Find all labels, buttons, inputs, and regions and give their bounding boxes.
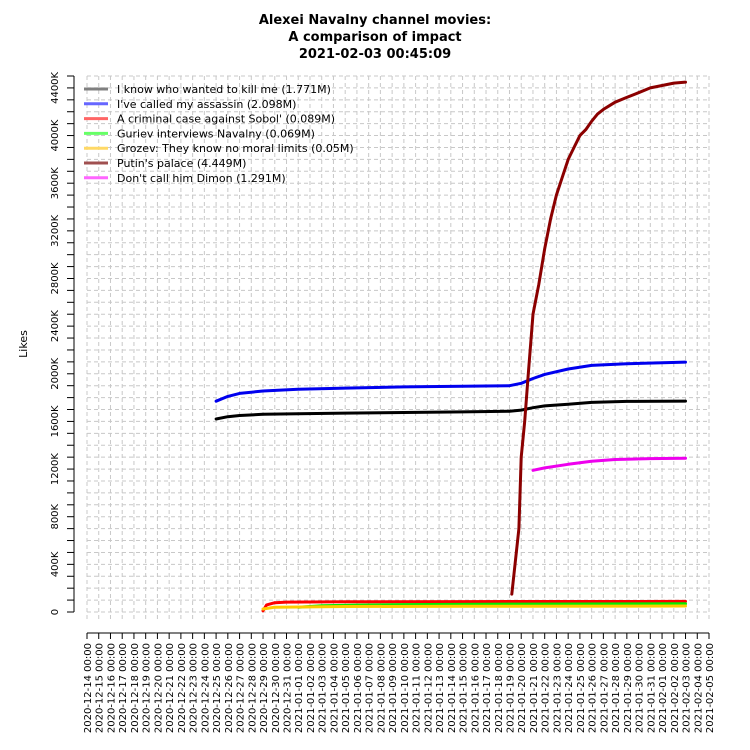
x-tick-label: 2020-12-17 00:00 (118, 643, 129, 733)
x-tick-label: 2021-01-07 00:00 (365, 643, 376, 733)
x-tick-label: 2020-12-28 00:00 (247, 643, 258, 733)
chart-title-line-3: 2021-02-03 00:45:09 (299, 47, 451, 62)
x-tick-label: 2021-01-01 00:00 (294, 643, 305, 733)
legend-entry: Don't call him Dimon (1.291M) (117, 172, 286, 185)
axes: 0 400K 800K 1200K 1600K 2000K 2400K 2800K 3200K 3… (17, 71, 716, 733)
x-tick-label: 2020-12-19 00:00 (142, 643, 153, 733)
legend-entry: Grozev: They know no moral limits (0.05M… (117, 142, 354, 155)
x-tick-label: 2021-01-10 00:00 (400, 643, 411, 733)
x-tick-label: 2020-12-22 00:00 (177, 643, 188, 733)
x-tick-label: 2021-01-28 00:00 (611, 643, 622, 733)
y-axis-label: Likes (17, 330, 30, 358)
legend-entry: I know who wanted to kill me (1.771M) (117, 83, 331, 96)
y-tick-label: 2400K (50, 310, 61, 342)
chart-title-line-2: A comparison of impact (288, 30, 461, 45)
chart-title: Alexei Navalny channel movies: A comparis… (259, 13, 491, 62)
x-tick-label: 2021-01-27 00:00 (599, 643, 610, 733)
x-tick-label: 2021-01-21 00:00 (529, 643, 540, 733)
x-tick-label: 2021-01-12 00:00 (423, 643, 434, 733)
legend-entry: Putin's palace (4.449M) (117, 157, 246, 170)
series-line-1 (214, 399, 687, 421)
x-tick-label: 2021-01-19 00:00 (505, 643, 516, 733)
x-tick-label: 2021-01-03 00:00 (318, 643, 329, 733)
x-tick-label: 2021-01-08 00:00 (376, 643, 387, 733)
series-line-2 (214, 360, 687, 403)
x-tick-label: 2021-01-05 00:00 (341, 643, 352, 733)
y-tick-label: 4000K (50, 119, 61, 151)
legend-entry: Guriev interviews Navalny (0.069M) (117, 127, 315, 140)
x-tick-label: 2020-12-18 00:00 (130, 643, 141, 733)
y-tick-label: 400K (50, 551, 61, 577)
x-tick-label: 2020-12-23 00:00 (189, 643, 200, 733)
x-tick-label: 2021-01-14 00:00 (447, 643, 458, 733)
legend-entry: A criminal case against Sobol' (0.089M) (117, 113, 335, 126)
x-tick-label: 2021-01-09 00:00 (388, 643, 399, 733)
x-tick-label: 2021-02-03 00:00 (682, 643, 693, 733)
grid (86, 75, 710, 622)
x-tick-label: 2020-12-21 00:00 (165, 643, 176, 733)
series-lines (214, 80, 687, 613)
y-tick-label: 2000K (50, 357, 61, 389)
x-tick-label: 2021-01-24 00:00 (564, 643, 575, 733)
chart-title-line-1: Alexei Navalny channel movies: (259, 13, 491, 28)
x-tick-label: 2020-12-29 00:00 (259, 643, 270, 733)
x-tick-label: 2021-01-15 00:00 (459, 643, 470, 733)
x-tick-label: 2021-01-26 00:00 (588, 643, 599, 733)
y-tick-label: 2800K (50, 262, 61, 294)
x-tick-label: 2021-02-01 00:00 (658, 643, 669, 733)
x-tick-label: 2021-02-04 00:00 (693, 643, 704, 733)
x-tick-label: 2020-12-20 00:00 (153, 643, 164, 733)
x-tick-label: 2021-02-02 00:00 (670, 643, 681, 733)
legend: I know who wanted to kill me (1.771M) I'v… (84, 83, 354, 185)
y-tick-label: 3200K (50, 214, 61, 246)
series-line-3 (261, 599, 687, 613)
series-line-6 (510, 80, 687, 596)
y-tick-label: 800K (50, 503, 61, 529)
x-tick-label: 2021-01-23 00:00 (552, 643, 563, 733)
legend-entry: I've called my assassin (2.098M) (117, 98, 296, 111)
y-tick-label: 0 (50, 609, 61, 615)
x-tick-label: 2021-01-18 00:00 (494, 643, 505, 733)
x-tick-label: 2021-01-30 00:00 (635, 643, 646, 733)
series-line-7 (531, 456, 687, 472)
x-tick-label: 2021-01-11 00:00 (412, 643, 423, 733)
x-tick-label: 2020-12-26 00:00 (224, 643, 235, 733)
x-tick-label: 2021-01-13 00:00 (435, 643, 446, 733)
series-line-6-rise (511, 457, 522, 595)
x-tick-label: 2021-01-04 00:00 (329, 643, 340, 733)
x-tick-label: 2021-01-29 00:00 (623, 643, 634, 733)
y-tick-label: 3600K (50, 167, 61, 199)
x-tick-label: 2020-12-30 00:00 (271, 643, 282, 733)
x-tick-label: 2021-01-20 00:00 (517, 643, 528, 733)
x-tick-label: 2021-01-22 00:00 (541, 643, 552, 733)
x-tick-label: 2020-12-31 00:00 (283, 643, 294, 733)
x-tick-label: 2021-01-17 00:00 (482, 643, 493, 733)
x-tick-label: 2021-01-02 00:00 (306, 643, 317, 733)
x-tick-label: 2020-12-16 00:00 (106, 643, 117, 733)
x-tick-label: 2021-02-05 00:00 (705, 643, 716, 733)
x-tick-label: 2020-12-27 00:00 (236, 643, 247, 733)
x-tick-label: 2020-12-14 00:00 (83, 643, 94, 733)
x-tick-label: 2020-12-15 00:00 (95, 643, 106, 733)
x-tick-label: 2021-01-06 00:00 (353, 643, 364, 733)
x-tick-label: 2021-01-16 00:00 (470, 643, 481, 733)
x-tick-label: 2021-01-25 00:00 (576, 643, 587, 733)
y-tick-label: 1200K (50, 453, 61, 485)
x-tick-label: 2021-01-31 00:00 (646, 643, 657, 733)
x-tick-label: 2020-12-25 00:00 (212, 643, 223, 733)
y-tick-label: 4400K (50, 71, 61, 103)
series-line-5 (261, 604, 687, 611)
x-tick-label: 2020-12-24 00:00 (200, 643, 211, 733)
y-tick-label: 1600K (50, 405, 61, 437)
